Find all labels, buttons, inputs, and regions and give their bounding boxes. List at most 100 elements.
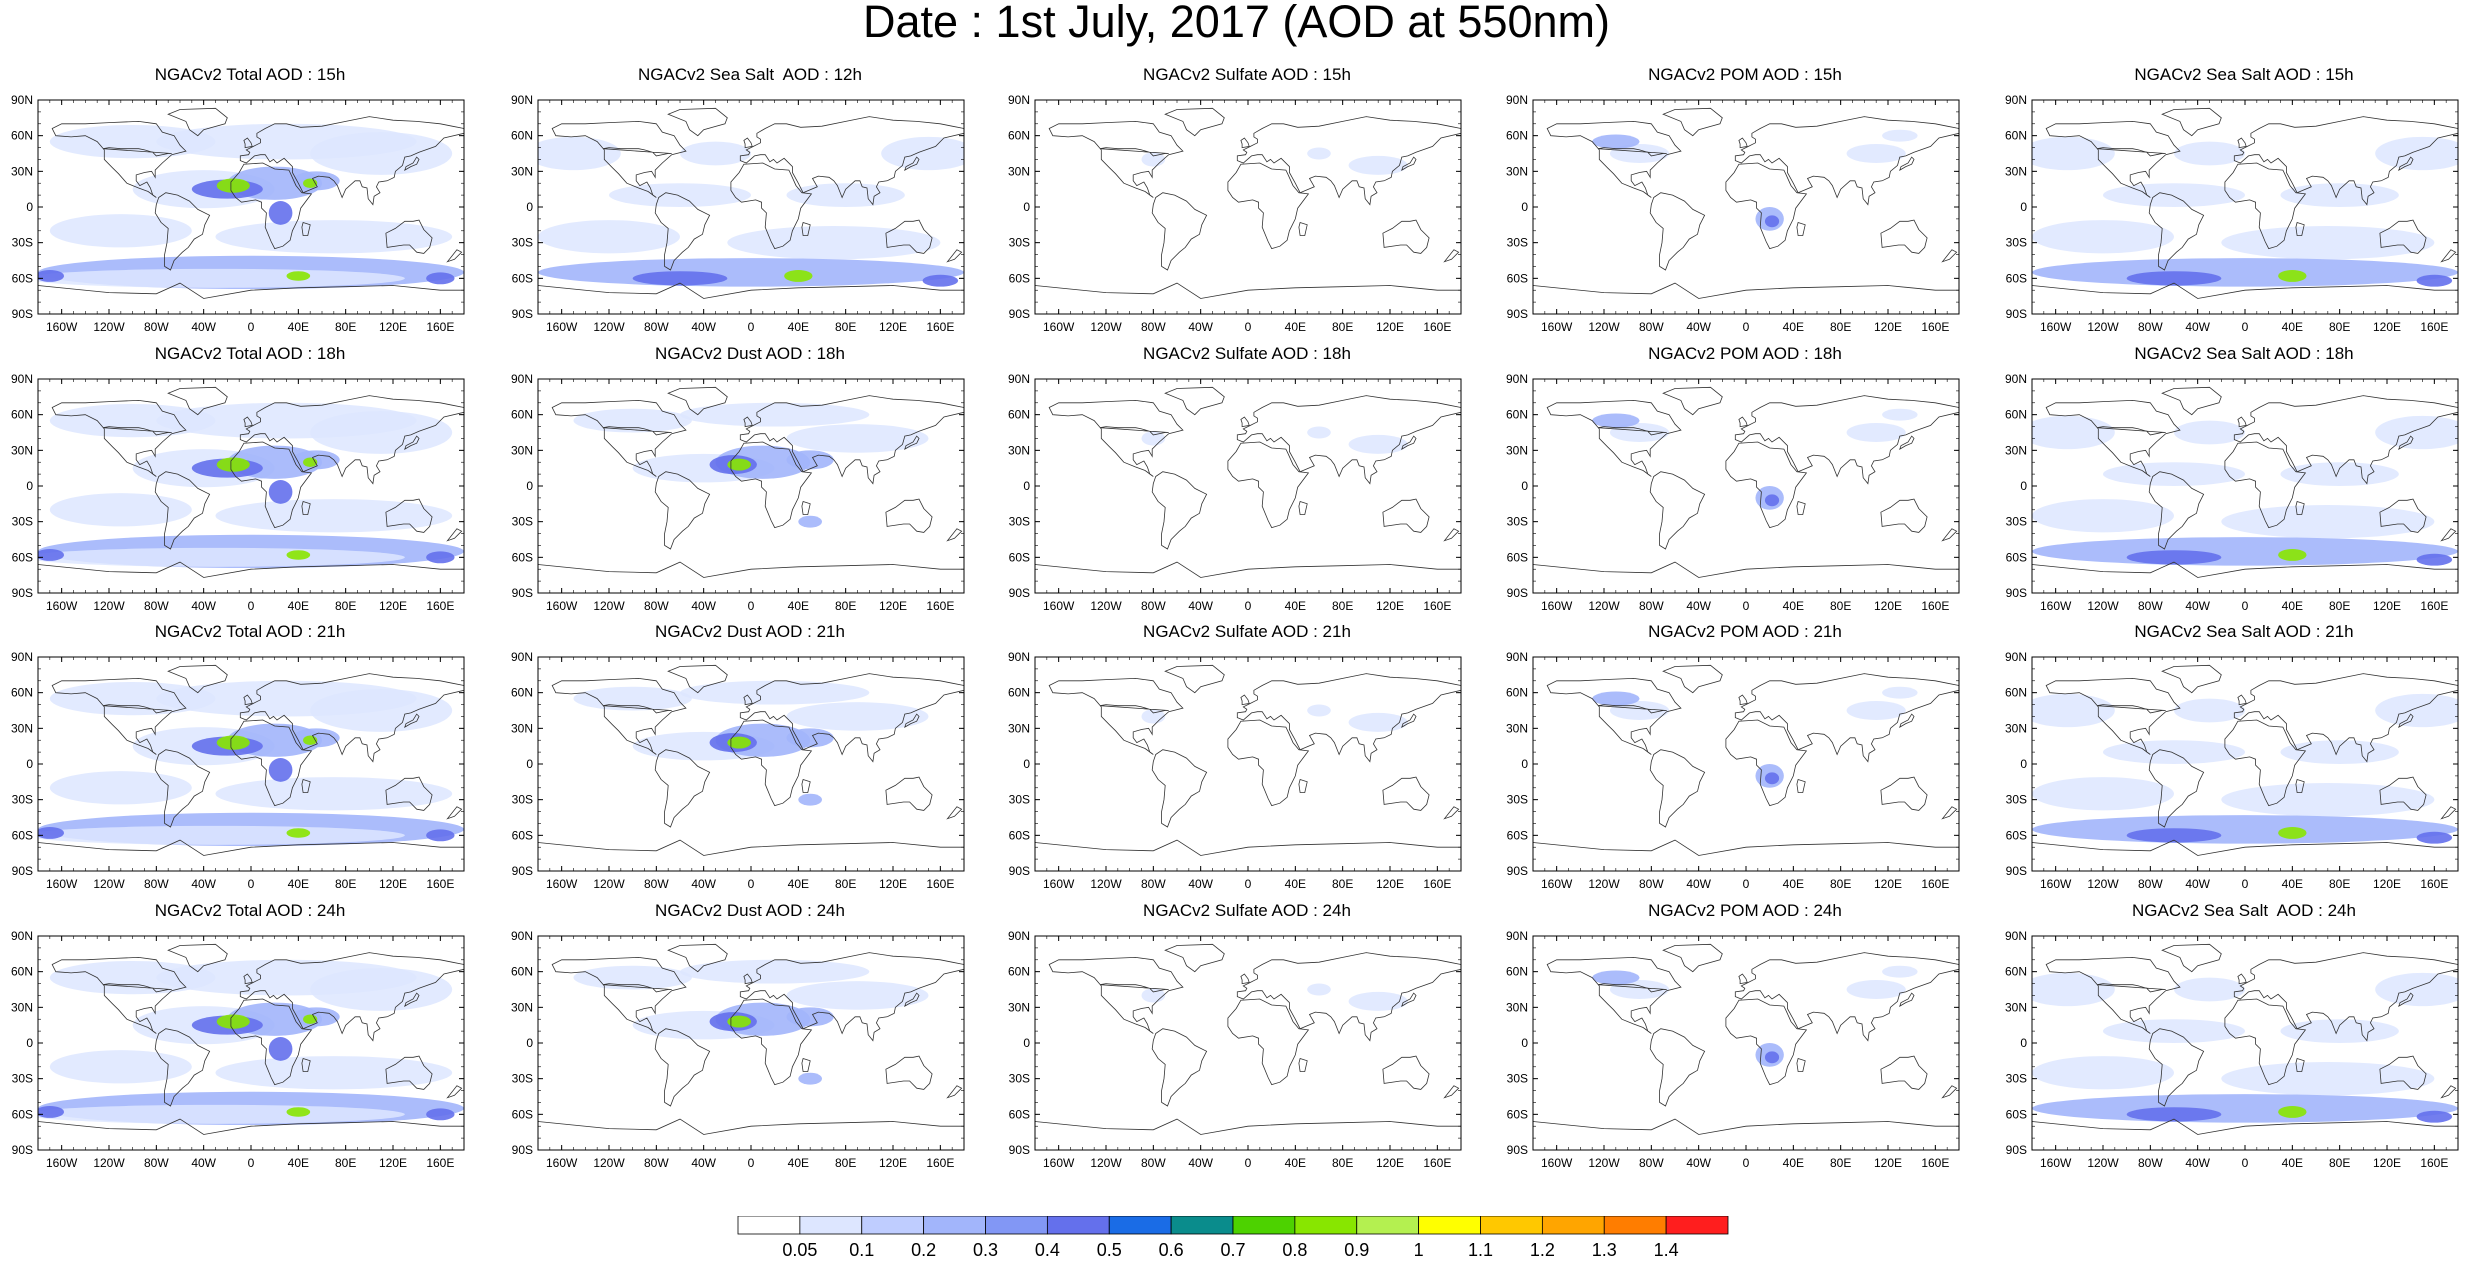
coastline (1382, 498, 1430, 533)
coastline (1048, 120, 1184, 198)
colorbar-svg: 0.05 0.1 0.2 0.3 0.4 0.5 0.6 0.7 0.8 0.9 1 1.1 1.2 1.… (737, 1215, 1729, 1260)
coastline (904, 156, 920, 171)
aod-field (2032, 107, 2458, 314)
lat-tick-label: 90S (512, 1143, 533, 1157)
coastline (551, 399, 687, 477)
coastline (2161, 107, 2222, 137)
lat-tick-label: 60S (2006, 828, 2027, 842)
coastline (1941, 1085, 1958, 1099)
lon-tick-label: 80E (1830, 320, 1851, 334)
lat-tick-label: 30S (1009, 515, 1030, 529)
colorbar-label: 0.8 (1282, 1240, 1307, 1260)
coastline (2440, 249, 2457, 263)
lon-tick-label: 40E (288, 320, 309, 334)
lon-tick-label: 40W (1686, 1156, 1711, 1170)
coastline (103, 147, 172, 157)
coastline (1734, 395, 1959, 485)
lat-tick-label: 30N (1506, 721, 1528, 735)
aod-region (2278, 827, 2307, 839)
coastline (1649, 192, 1706, 271)
coastline (801, 778, 811, 793)
coastline (654, 471, 711, 550)
figure-title: Date : 1st July, 2017 (AOD at 550nm) (862, 0, 1610, 47)
lon-tick-label: 80W (144, 320, 169, 334)
coastline (1796, 778, 1806, 793)
lon-tick-label: 160W (546, 877, 578, 891)
coastline (1880, 1055, 1928, 1090)
lon-tick-label: 40W (1686, 599, 1711, 613)
lat-tick-label: 90S (1009, 1143, 1030, 1157)
aod-region (727, 458, 751, 471)
aod-region (2032, 815, 2458, 844)
lon-tick-label: 120W (593, 877, 625, 891)
aod-region (2032, 693, 2115, 728)
lon-tick-label: 160E (1423, 320, 1451, 334)
coastline (730, 162, 813, 250)
coastline (1662, 107, 1723, 137)
coastline (446, 806, 463, 820)
coastline (1533, 561, 1959, 593)
aod-field (2032, 943, 2458, 1150)
coastline (2161, 386, 2222, 416)
lat-tick-label: 60S (1507, 550, 1528, 564)
aod-region (2278, 549, 2307, 561)
lat-tick-label: 30N (2005, 443, 2027, 457)
aod-region (2126, 550, 2222, 565)
aod-region (1846, 143, 1906, 164)
lon-tick-label: 80E (335, 599, 356, 613)
map-panel-grid: NGACv2 Total AOD : 15h 90N 60N 30N 0 30S 60S 90… (11, 65, 2459, 1170)
lat-tick-label: 90N (1008, 650, 1030, 664)
coastline (51, 120, 187, 198)
coastline (167, 386, 228, 416)
lat-tick-label: 60S (512, 828, 533, 842)
world-map: 90N 60N 30N 0 30S 60S 90S 160W 120W 80W 40W 0 40E 80E… (511, 93, 965, 334)
aod-region (2375, 136, 2458, 171)
lat-tick-label: 90S (2006, 1143, 2027, 1157)
map-frame (1034, 99, 1462, 315)
coastline (103, 704, 172, 714)
coastline (404, 156, 420, 171)
aod-region (2416, 1110, 2453, 1123)
coastline (1734, 116, 1959, 206)
aod-region (38, 547, 405, 567)
coastline (230, 998, 313, 1086)
colorbar-swatch (1603, 1215, 1667, 1235)
lon-tick-label: 120E (1874, 877, 1902, 891)
coastline (2224, 162, 2307, 250)
coastline (1240, 694, 1250, 706)
coastline (230, 719, 313, 807)
world-map: 90N 60N 30N 0 30S 60S 90S 160W 120W 80W 40W 0 40E 80E… (11, 93, 465, 334)
world-map: 90N 60N 30N 0 30S 60S 90S 160W 120W 80W 40W 0 40E 80E… (1008, 929, 1462, 1170)
lon-tick-label: 160W (1541, 877, 1573, 891)
coastline (1899, 156, 1915, 171)
lon-tick-label: 120E (879, 1156, 907, 1170)
coastline (2398, 156, 2414, 171)
colorbar-label: 0.3 (973, 1240, 998, 1260)
coastline (2233, 116, 2458, 206)
aod-region (38, 270, 65, 282)
lat-tick-label: 30S (1009, 1072, 1030, 1086)
lon-tick-label: 120E (1376, 877, 1404, 891)
aod-region (215, 499, 453, 533)
lon-tick-label: 0 (1743, 320, 1750, 334)
world-map: 90N 60N 30N 0 30S 60S 90S 160W 120W 80W 40W 0 40E 80E… (511, 650, 965, 891)
lon-tick-label: 40E (1285, 877, 1306, 891)
aod-region (2032, 499, 2174, 533)
lon-tick-label: 80E (1830, 1156, 1851, 1170)
lon-tick-label: 160W (46, 320, 78, 334)
coastline (2148, 1028, 2205, 1107)
aod-region (786, 450, 834, 470)
aod-region (1882, 129, 1918, 142)
lon-tick-label: 80W (1141, 320, 1166, 334)
world-map: 90N 60N 30N 0 30S 60S 90S 160W 120W 80W 40W 0 40E 80E… (1506, 372, 1960, 613)
coastline (2148, 471, 2205, 550)
panel-title: NGACv2 Sea Salt AOD : 18h (2134, 344, 2354, 363)
coastline (2440, 806, 2457, 820)
coastline (2032, 561, 2458, 593)
coastline (2237, 694, 2247, 706)
lon-tick-label: 40W (691, 320, 716, 334)
lon-tick-label: 120W (1588, 877, 1620, 891)
lon-tick-label: 80E (335, 320, 356, 334)
coastline (946, 528, 963, 542)
coastline (2045, 956, 2181, 1034)
